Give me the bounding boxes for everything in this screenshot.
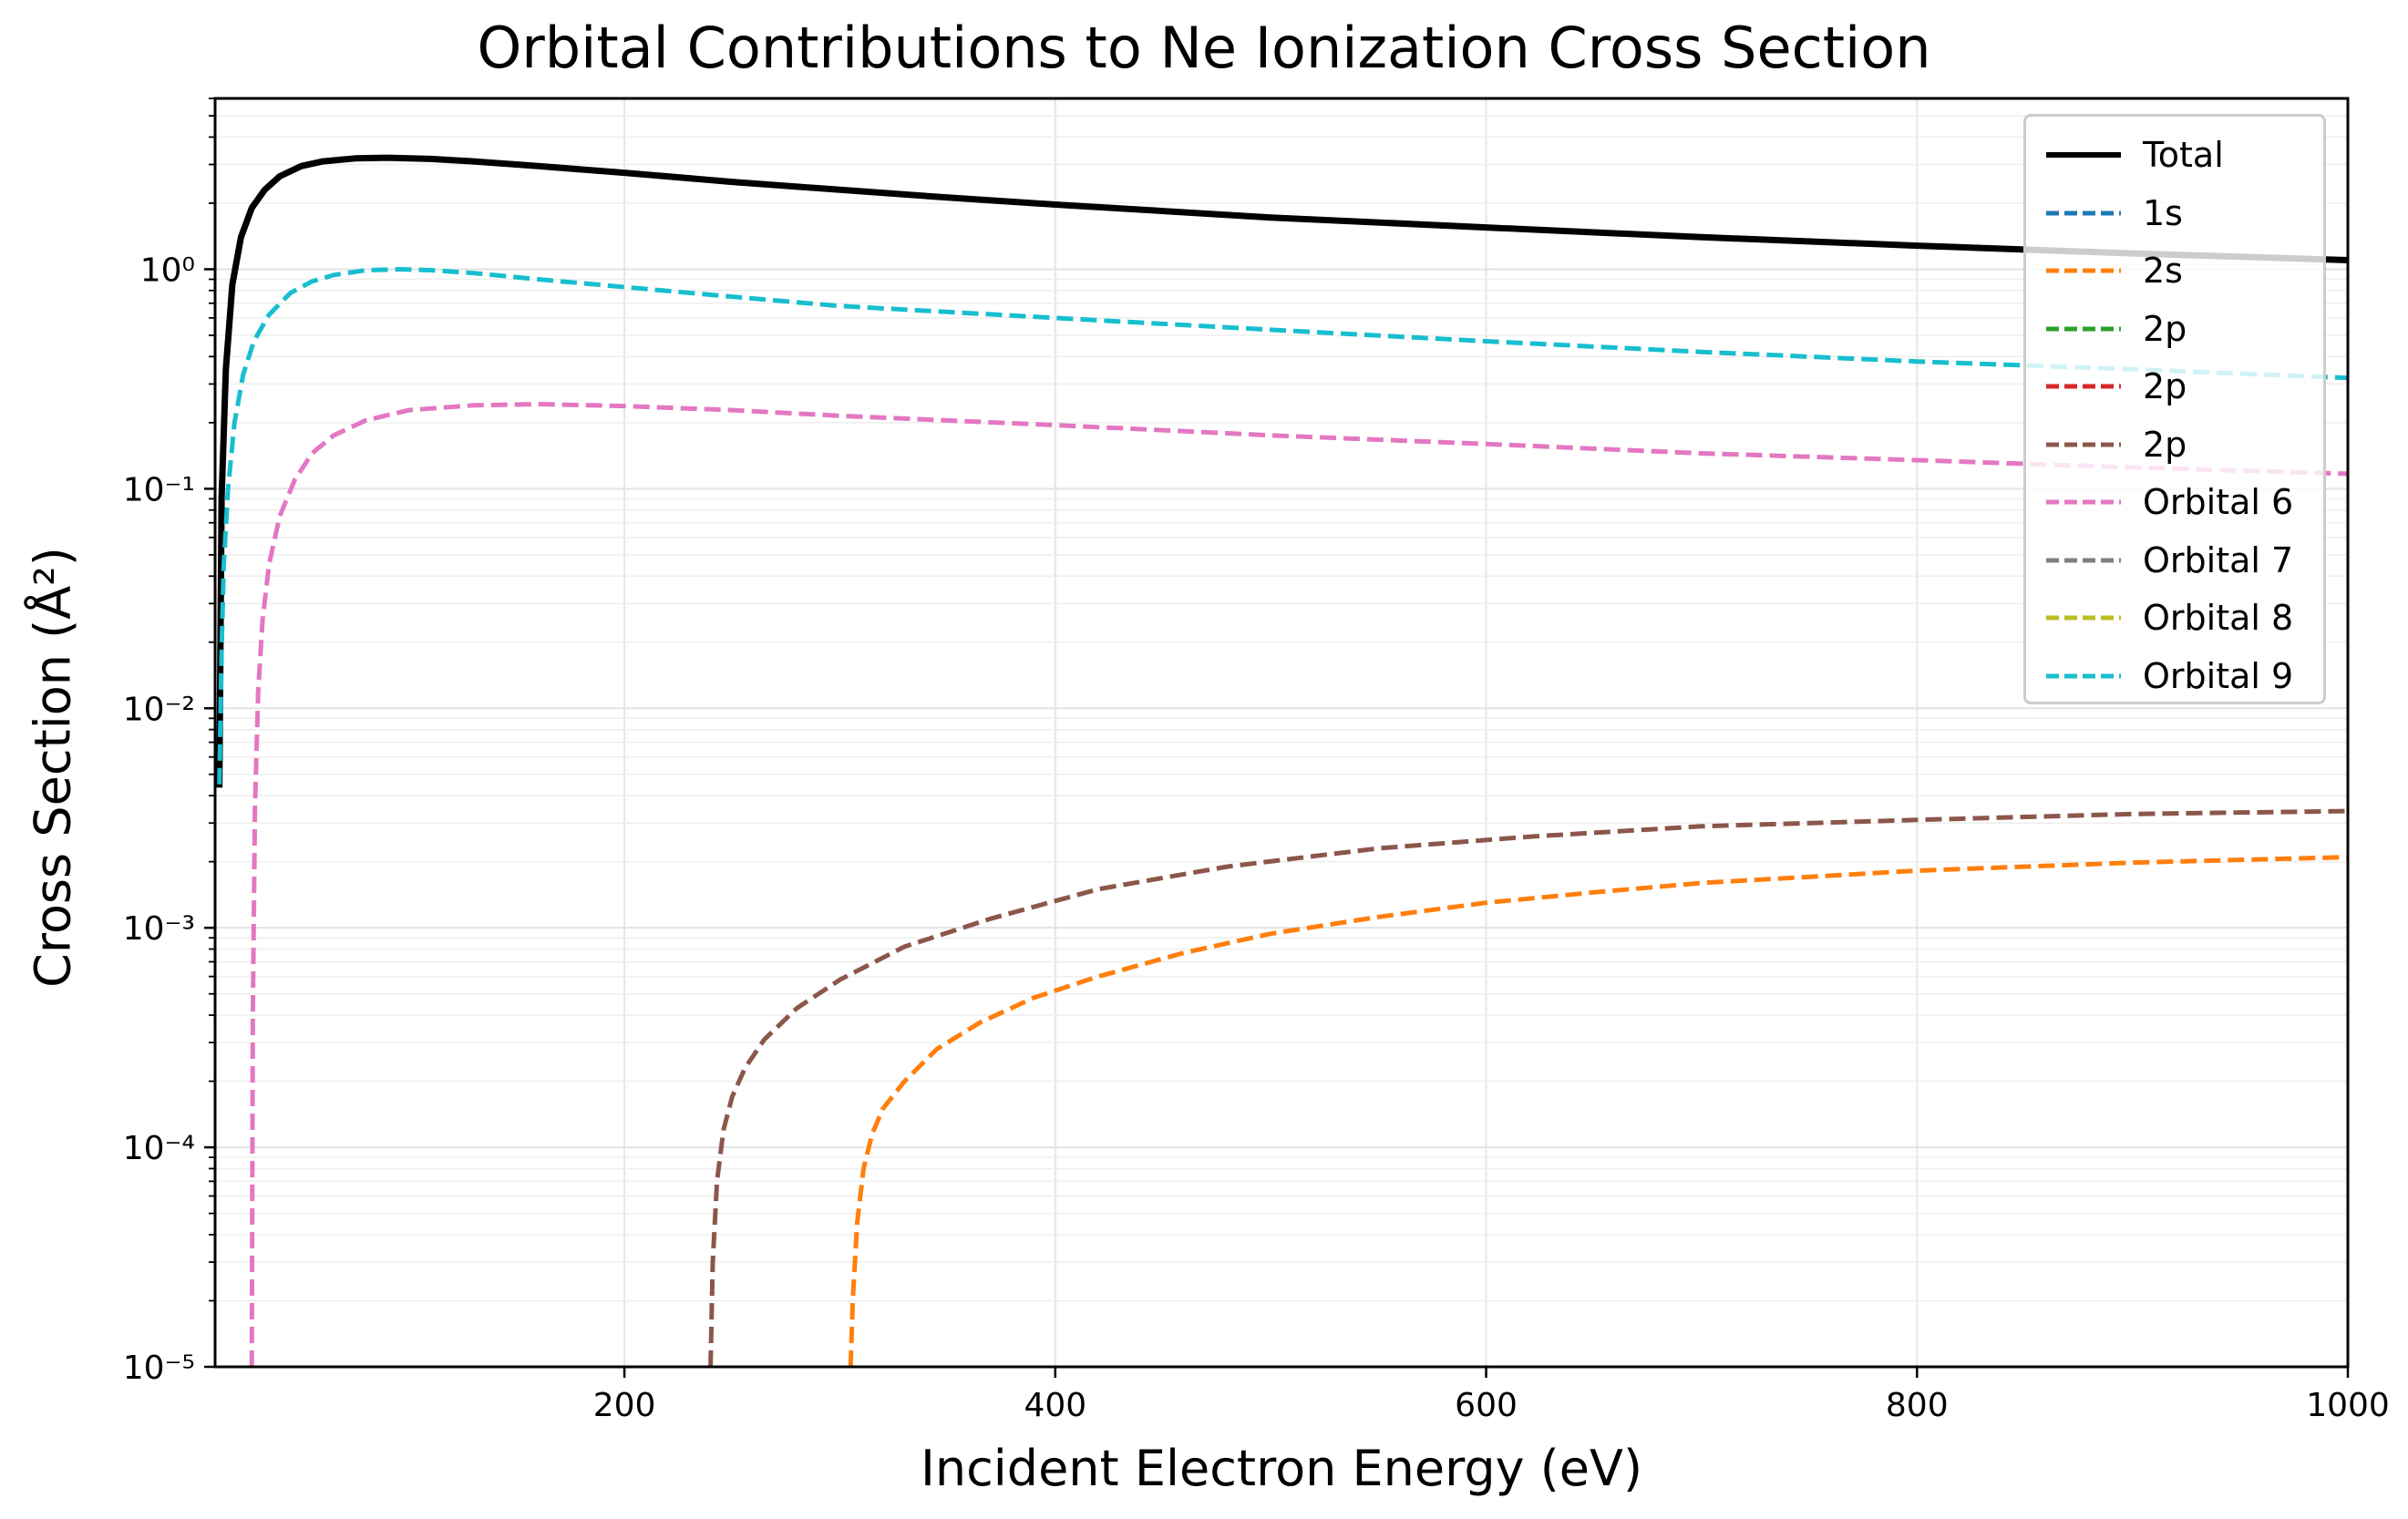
legend-item: 1s bbox=[2026, 190, 2323, 236]
legend-item: 2p bbox=[2026, 422, 2323, 467]
y-tick-label: 10⁰ bbox=[140, 251, 195, 289]
y-tick-label: 10⁻⁴ bbox=[123, 1130, 195, 1167]
y-tick-label: 10⁻¹ bbox=[123, 471, 195, 508]
y-tick-label: 10⁻² bbox=[123, 691, 195, 728]
legend-swatch bbox=[2046, 210, 2121, 215]
legend-label: Total bbox=[2143, 135, 2224, 175]
legend-swatch bbox=[2046, 326, 2121, 331]
legend-label: 2p bbox=[2143, 424, 2187, 465]
legend-item: Orbital 8 bbox=[2026, 595, 2323, 641]
legend-swatch bbox=[2046, 615, 2121, 621]
legend-item: Orbital 6 bbox=[2026, 479, 2323, 525]
legend-swatch bbox=[2046, 558, 2121, 562]
legend-label: Orbital 9 bbox=[2143, 655, 2294, 696]
legend-label: 2p bbox=[2143, 366, 2187, 406]
y-tick-label: 10⁻³ bbox=[123, 910, 195, 948]
legend-item: Total bbox=[2026, 132, 2323, 178]
axes: 200 400 600 800 1000 10⁻⁵ 10⁻⁴ 10⁻³ 10⁻² 10⁻¹ 10⁰ bbox=[123, 98, 2390, 1424]
legend-item: Orbital 9 bbox=[2026, 653, 2323, 699]
y-tick-label: 10⁻⁵ bbox=[123, 1350, 195, 1387]
series-line-3 bbox=[848, 855, 2348, 1367]
series-layer bbox=[216, 154, 2348, 1367]
plot-frame bbox=[213, 97, 2350, 1369]
x-axis-label: Incident Electron Energy (eV) bbox=[920, 1440, 1643, 1497]
legend-swatch bbox=[2046, 673, 2121, 678]
series-line-6 bbox=[708, 808, 2348, 1367]
y-axis-label: Cross Section (Å²) bbox=[24, 547, 82, 988]
legend-item: Orbital 7 bbox=[2026, 538, 2323, 583]
x-tick-label: 400 bbox=[1024, 1387, 1086, 1424]
chart-title: Orbital Contributions to Ne Ionization C… bbox=[477, 15, 1931, 81]
x-tick-label: 200 bbox=[593, 1387, 656, 1424]
legend-swatch bbox=[2046, 152, 2121, 158]
x-tick-label: 600 bbox=[1455, 1387, 1518, 1424]
legend-swatch bbox=[2046, 499, 2121, 505]
x-tick-label: 800 bbox=[1886, 1387, 1949, 1424]
legend-swatch bbox=[2046, 268, 2121, 273]
legend-label: 1s bbox=[2143, 192, 2183, 233]
legend-label: 2s bbox=[2143, 251, 2183, 291]
legend-label: 2p bbox=[2143, 308, 2187, 349]
legend-label: Orbital 8 bbox=[2143, 598, 2294, 638]
legend: Total 1s 2s 2p 2p 2p Orbital 6 Orbital 7 Orbital… bbox=[2023, 114, 2326, 704]
x-tick-label: 1000 bbox=[2306, 1387, 2390, 1424]
legend-label: Orbital 7 bbox=[2143, 539, 2294, 580]
series-line-1 bbox=[216, 154, 2348, 788]
series-line-10 bbox=[217, 267, 2348, 785]
legend-item: 2s bbox=[2026, 248, 2323, 293]
legend-swatch bbox=[2046, 384, 2121, 389]
legend-swatch bbox=[2046, 442, 2121, 446]
legend-item: 2p bbox=[2026, 306, 2323, 352]
legend-item: 2p bbox=[2026, 364, 2323, 409]
legend-label: Orbital 6 bbox=[2143, 482, 2294, 522]
series-line-7 bbox=[249, 402, 2348, 1367]
grid bbox=[215, 98, 2349, 1368]
